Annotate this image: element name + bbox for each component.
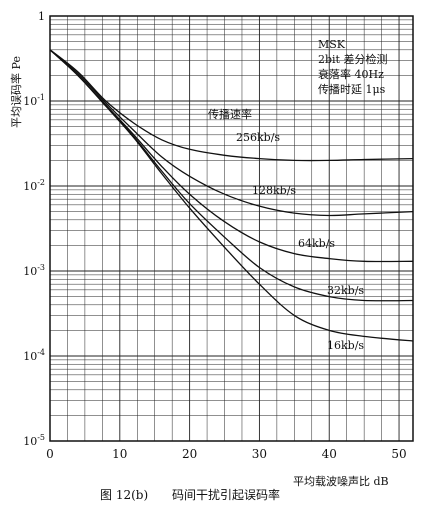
y-tick-label: 1 — [38, 10, 45, 23]
series-group-title: 传播速率 — [208, 107, 252, 121]
series-label-256kb: 256kb/s — [236, 131, 280, 144]
series-label-64kb: 64kb/s — [298, 237, 335, 250]
plot-frame — [49, 15, 414, 442]
series-curves — [49, 49, 414, 342]
tick-labels: 0 10 20 30 40 50 1 10-1 10-2 10-3 10-4 10-5 — [23, 10, 406, 461]
y-tick-label: 10-3 — [23, 263, 45, 278]
y-tick-label: 10-2 — [23, 178, 45, 193]
annotation-line-4: 传播时延 1μs — [318, 82, 386, 96]
annotation-line-2: 2bit 差分检测 — [318, 52, 387, 66]
figure-title: 码间干扰引起误码率 — [172, 488, 281, 502]
annotation-line-1: MSK — [318, 38, 346, 51]
y-axis-label: 平均误码率 Pe — [9, 56, 23, 128]
series-label-32kb: 32kb/s — [327, 284, 364, 297]
series-line-0 — [49, 49, 414, 162]
annotation-line-3: 衰落率 40Hz — [318, 67, 384, 81]
y-tick-label: 10-1 — [23, 93, 45, 108]
series-labels: 256kb/s 128kb/s 64kb/s 32kb/s 16kb/s — [236, 131, 364, 352]
x-tick-label: 20 — [182, 447, 197, 461]
x-tick-label: 10 — [112, 447, 127, 461]
grid-lines — [49, 16, 413, 442]
annotation-box: MSK 2bit 差分检测 衰落率 40Hz 传播时延 1μs — [318, 38, 387, 96]
y-tick-label: 10-5 — [23, 433, 45, 448]
series-label-128kb: 128kb/s — [252, 184, 296, 197]
x-tick-label: 30 — [252, 447, 267, 461]
x-tick-label: 50 — [391, 447, 406, 461]
series-label-16kb: 16kb/s — [327, 339, 364, 352]
series-line-1 — [49, 49, 414, 217]
x-axis-label: 平均载波噪声比 dB — [293, 474, 389, 488]
y-tick-label: 10-4 — [23, 348, 45, 363]
x-tick-label: 40 — [322, 447, 337, 461]
x-tick-label: 0 — [46, 447, 54, 461]
series-line-4 — [49, 49, 414, 342]
figure-number: 图 12(b) — [100, 488, 149, 502]
